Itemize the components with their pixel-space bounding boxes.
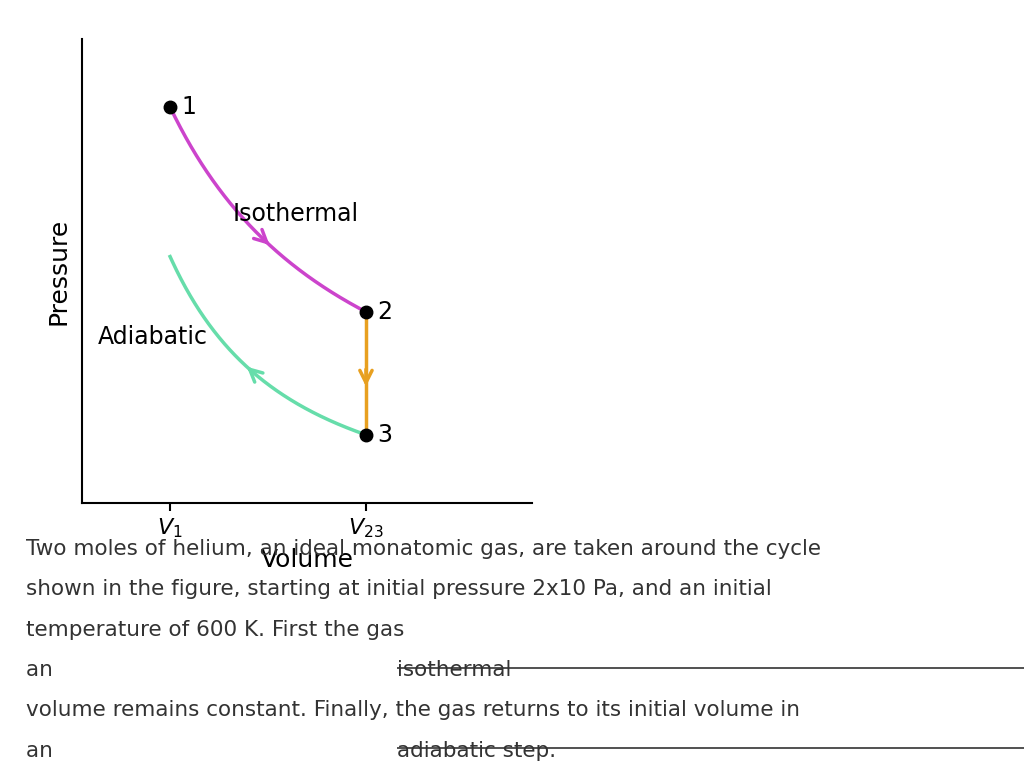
Text: Isothermal: Isothermal	[232, 202, 358, 226]
Text: 1: 1	[182, 95, 197, 119]
Text: an: an	[26, 741, 59, 761]
Text: adiabatic step.: adiabatic step.	[397, 741, 556, 761]
Text: an: an	[26, 660, 59, 680]
Text: Two moles of helium, an ideal monatomic gas, are taken around the cycle: Two moles of helium, an ideal monatomic …	[26, 539, 820, 559]
Text: temperature of 600 K. First the gas: temperature of 600 K. First the gas	[26, 620, 411, 640]
Y-axis label: Pressure: Pressure	[47, 217, 71, 324]
Text: Adiabatic: Adiabatic	[97, 325, 208, 349]
Text: volume remains constant. Finally, the gas returns to its initial volume in: volume remains constant. Finally, the ga…	[26, 700, 800, 721]
X-axis label: Volume: Volume	[261, 548, 353, 572]
Text: isothermal: isothermal	[397, 660, 511, 680]
Text: 3: 3	[378, 423, 393, 447]
Text: 2: 2	[378, 300, 393, 324]
Text: shown in the figure, starting at initial pressure 2x10 Pa, and an initial: shown in the figure, starting at initial…	[26, 580, 771, 599]
